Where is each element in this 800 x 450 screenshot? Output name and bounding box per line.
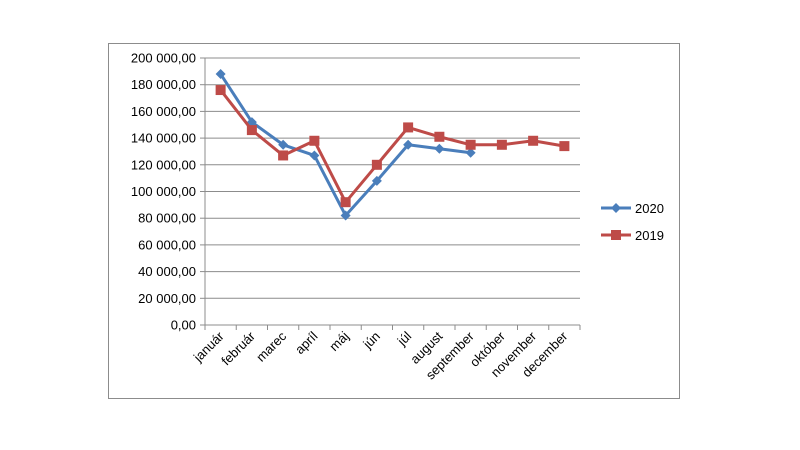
x-tick-label: júl xyxy=(394,328,415,349)
series-layer xyxy=(215,69,570,221)
y-tick-label: 100 000,00 xyxy=(131,184,196,199)
data-point xyxy=(465,139,476,150)
y-tick-label: 200 000,00 xyxy=(131,51,196,66)
data-point xyxy=(528,135,539,146)
data-point xyxy=(371,175,382,186)
series-2019 xyxy=(215,85,570,208)
series-line xyxy=(219,73,471,218)
data-point xyxy=(215,69,226,80)
legend-label: 2020 xyxy=(635,201,664,216)
data-point xyxy=(403,122,414,133)
series-2020 xyxy=(215,69,476,221)
y-tick-label: 60 000,00 xyxy=(138,237,196,252)
legend-entry: 2020 xyxy=(601,201,664,216)
y-tick-label: 120 000,00 xyxy=(131,157,196,172)
data-point xyxy=(403,139,414,150)
data-point xyxy=(340,197,351,208)
data-point xyxy=(246,125,257,136)
y-tick-label: 140 000,00 xyxy=(131,131,196,146)
series-line xyxy=(219,89,565,204)
chart-frame xyxy=(108,43,680,399)
data-point xyxy=(215,85,226,96)
gridlines xyxy=(205,57,580,299)
data-point xyxy=(434,143,445,154)
data-point xyxy=(278,150,289,161)
data-point xyxy=(496,139,507,150)
legend-marker xyxy=(611,230,621,240)
data-point xyxy=(434,131,445,142)
legend-marker xyxy=(611,203,621,213)
legend: 2020 2019 xyxy=(601,201,664,243)
y-tick-label: 80 000,00 xyxy=(138,211,196,226)
data-point xyxy=(371,159,382,170)
legend-entry: 2019 xyxy=(601,228,664,243)
y-tick-label: 0,00 xyxy=(171,318,196,333)
y-tick-label: 160 000,00 xyxy=(131,104,196,119)
data-point xyxy=(309,135,320,146)
data-point xyxy=(340,210,351,221)
x-tick-label: apríl xyxy=(292,328,321,357)
x-tick-label: máj xyxy=(326,328,351,353)
data-point xyxy=(278,139,289,150)
x-tick-label: jún xyxy=(359,329,383,353)
y-axis-tick-labels: 0,00 20 000,00 40 000,00 60 000,00 80 000,00… xyxy=(131,51,196,333)
data-point xyxy=(559,141,570,152)
axes xyxy=(200,57,581,330)
data-point xyxy=(465,147,476,158)
y-tick-label: 180 000,00 xyxy=(131,77,196,92)
x-tick-label: marec xyxy=(253,328,289,364)
data-point xyxy=(309,150,320,161)
y-tick-label: 20 000,00 xyxy=(138,291,196,306)
legend-label: 2019 xyxy=(635,228,664,243)
y-tick-label: 40 000,00 xyxy=(138,264,196,279)
x-tick-label: február xyxy=(218,328,258,368)
